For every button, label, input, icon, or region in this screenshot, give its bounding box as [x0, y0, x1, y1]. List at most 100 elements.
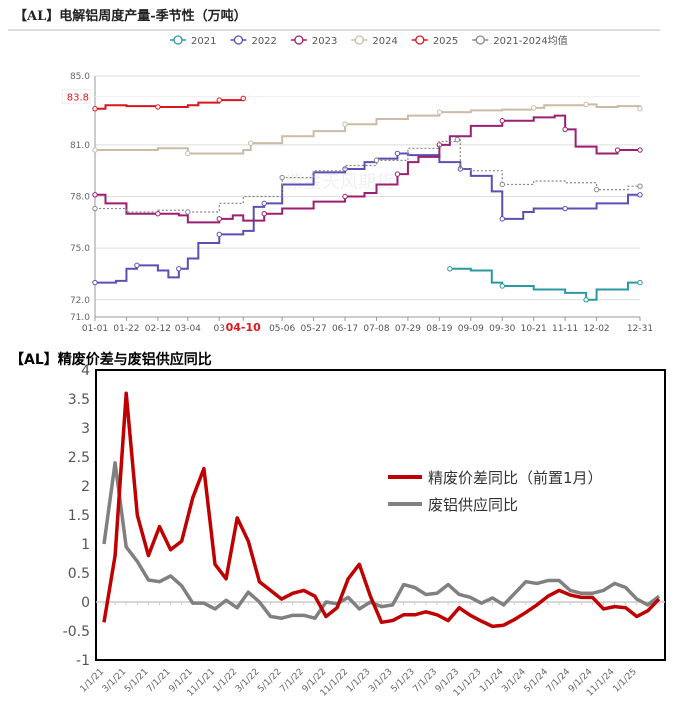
y-tick-label: 0: [81, 595, 90, 611]
data-point: [583, 297, 589, 303]
x-tick-label: 5/1/21: [123, 667, 151, 695]
x-tick-label: 05-27: [301, 324, 327, 334]
x-tick-label: 07-08: [363, 324, 389, 334]
data-point: [155, 104, 161, 110]
y-tick-label: 3: [81, 421, 90, 437]
data-point: [216, 216, 222, 222]
chart-title: 【AL】电解铝周度产量-季节性（万吨）: [14, 8, 247, 24]
legend-marker: [294, 35, 304, 45]
legend-marker: [354, 35, 365, 45]
y-tick-label: 2.5: [68, 450, 90, 466]
y-tick-label: 75.0: [70, 244, 90, 254]
x-tick-label: 5/1/24: [523, 667, 551, 695]
legend-label: 2021: [191, 36, 216, 47]
legend-label: 2021-2024均值: [493, 34, 568, 47]
data-point: [92, 205, 98, 212]
data-point: [637, 192, 643, 198]
y-tick-label: 3.5: [68, 392, 90, 408]
x-tick-label: 06-17: [332, 324, 358, 334]
data-point: [342, 166, 348, 172]
legend-marker: [233, 35, 244, 45]
legend-marker: [415, 35, 425, 45]
y-tick-label: 71.0: [70, 313, 90, 323]
x-tick-label: 01-22: [113, 324, 139, 334]
y-tick-label: 78.0: [70, 193, 90, 203]
data-point: [342, 121, 348, 127]
data-point: [583, 101, 589, 108]
series-line-2023: [95, 114, 640, 224]
series-line-1: [102, 461, 661, 620]
plot-frame: [95, 369, 666, 661]
x-tick-label: 09-30: [489, 324, 515, 334]
data-point: [637, 147, 643, 153]
legend-label: 2025: [433, 36, 458, 47]
data-point: [447, 266, 453, 272]
y-tick-label: 72.0: [70, 296, 90, 306]
x-tick-label: 3/1/21: [101, 667, 129, 695]
x-tick-label: 01-01: [82, 324, 108, 334]
data-point: [248, 140, 254, 146]
x-tick-label: 03-04: [175, 324, 201, 334]
data-point: [614, 147, 621, 153]
x-tick-label: 1/1/23: [345, 667, 373, 695]
watermark-logo: 紫金天风期货: [286, 172, 394, 193]
x-tick-label: 11-11: [552, 324, 578, 334]
data-point: [92, 192, 98, 198]
x-tick-label: 7/1/22: [278, 667, 306, 695]
y-tick-label: 2: [81, 479, 90, 495]
data-point: [216, 231, 222, 238]
data-point: [394, 171, 401, 177]
x-tick-label: 03: [214, 324, 225, 334]
data-point: [454, 136, 461, 143]
x-tick-label: 3/1/22: [234, 667, 262, 695]
highlight-y-label: 83.8: [67, 93, 89, 104]
y-tick-label: -1: [76, 653, 90, 669]
data-point: [342, 193, 348, 200]
x-tick-label: 1/1/24: [478, 667, 506, 695]
x-tick-label: 5/1/22: [256, 667, 284, 695]
legend-marker: [173, 35, 183, 45]
data-point: [530, 105, 537, 111]
data-point: [436, 109, 443, 115]
data-point: [155, 211, 161, 217]
legend-label: 2023: [312, 36, 337, 47]
x-tick-label: 3/1/24: [500, 667, 528, 695]
data-point: [240, 95, 246, 102]
data-point: [394, 150, 401, 157]
series-line-2021-2024均值: [95, 139, 640, 213]
x-tick-label: 02-12: [145, 324, 171, 334]
data-point: [134, 262, 140, 269]
legend-label: 废铝供应同比: [428, 496, 518, 514]
legend-label: 2022: [251, 36, 276, 47]
data-point: [92, 147, 98, 153]
data-point: [499, 216, 505, 222]
y-tick-label: 1: [81, 537, 90, 553]
data-point: [562, 205, 568, 212]
y-tick-label: 85.0: [70, 72, 90, 82]
x-tick-label: 7/1/23: [412, 667, 440, 695]
x-tick-label: 10-21: [521, 324, 547, 334]
x-tick-label: 3/1/23: [367, 667, 395, 695]
legend-marker: [475, 35, 485, 45]
series-line-0: [102, 391, 661, 629]
data-point: [562, 126, 568, 133]
data-point: [279, 174, 285, 181]
x-tick-label: 1/1/25: [611, 667, 639, 695]
y-tick-label: 0.5: [68, 566, 90, 582]
data-point: [216, 97, 222, 103]
x-tick-label: 04-10: [226, 321, 262, 334]
x-tick-label: 07-29: [395, 324, 421, 334]
data-point: [185, 150, 191, 157]
data-point: [637, 183, 643, 189]
y-tick-label: 4: [81, 363, 90, 379]
chart-title: 【AL】精废价差与废铝供应同比: [10, 351, 212, 368]
data-point: [185, 209, 191, 215]
x-tick-label: 09-09: [458, 324, 484, 334]
series-line-2022: [95, 152, 640, 284]
series-line-2021: [449, 267, 640, 301]
legend-label: 精废价差同比（前置1月）: [428, 469, 603, 487]
data-point: [593, 186, 600, 193]
data-point: [499, 118, 505, 124]
data-point: [373, 157, 380, 164]
